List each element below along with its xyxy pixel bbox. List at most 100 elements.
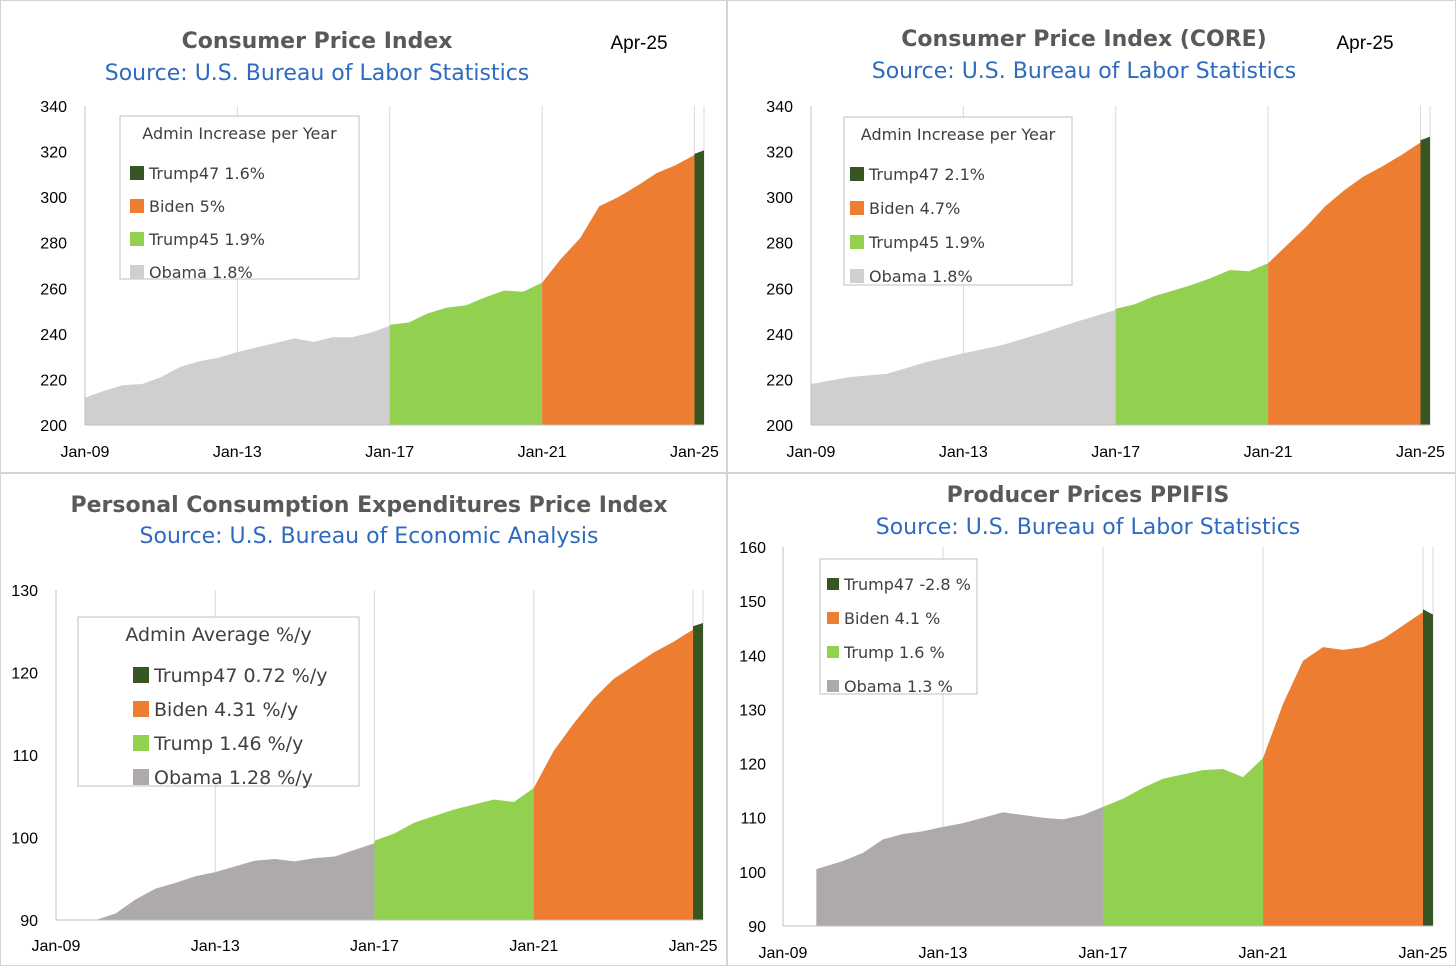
legend-swatch — [130, 199, 144, 213]
x-tick-label: Jan-13 — [919, 945, 968, 962]
y-tick-label: 150 — [739, 594, 766, 611]
x-tick-label: Jan-25 — [669, 938, 718, 955]
y-tick-label: 300 — [766, 190, 793, 207]
chart-subtitle: Source: U.S. Bureau of Economic Analysis — [140, 524, 599, 549]
date-label: Apr-25 — [1336, 33, 1393, 54]
y-tick-label: 110 — [740, 811, 766, 828]
legend-entry-label: Trump47 0.72 %/y — [153, 665, 328, 687]
chart-title: Personal Consumption Expenditures Price … — [70, 493, 667, 518]
y-tick-label: 110 — [12, 748, 38, 765]
y-tick-label: 340 — [766, 99, 793, 116]
legend-entry-label: Trump45 1.9% — [868, 233, 985, 252]
chart-title: Consumer Price Index — [182, 29, 453, 54]
chart-subtitle: Source: U.S. Bureau of Labor Statistics — [872, 59, 1297, 84]
y-tick-label: 320 — [40, 145, 67, 162]
legend-entry-label: Biden 4.31 %/y — [154, 699, 298, 721]
y-tick-label: 100 — [739, 865, 766, 882]
y-tick-label: 200 — [766, 418, 793, 435]
legend-swatch — [850, 167, 864, 181]
date-label: Apr-25 — [610, 33, 667, 54]
ppi-chart: 90 100 110 120 130 140 150 160 Jan-09 Jan-13 Jan-1… — [739, 483, 1448, 962]
legend-box — [819, 558, 978, 695]
core-cpi-chart: 200 220 240 260 280 300 320 340 Jan-09 Jan-13 Jan-… — [766, 27, 1445, 461]
area-obama — [816, 806, 1103, 926]
legend-box — [77, 616, 360, 787]
core-cpi-chart-panel: 200 220 240 260 280 300 320 340 Jan-09 Jan-13 Jan-… — [727, 0, 1456, 473]
area-trump47 — [693, 623, 703, 920]
legend-entry-label: Trump47 1.6% — [148, 164, 265, 183]
x-tick-label: Jan-25 — [1399, 945, 1448, 962]
cpi-chart: 200 220 240 260 280 300 320 340 Jan-09 Jan-13 Jan-… — [40, 29, 719, 461]
y-tick-label: 320 — [766, 145, 793, 162]
x-tick-label: Jan-25 — [1396, 444, 1445, 461]
area-trump — [1103, 758, 1263, 926]
legend-swatch — [850, 269, 864, 283]
legend-swatch — [130, 232, 144, 246]
y-tick-label: 200 — [40, 418, 67, 435]
y-tick-label: 240 — [766, 327, 793, 344]
y-tick-label: 240 — [40, 327, 67, 344]
y-tick-label: 340 — [40, 99, 67, 116]
area-biden — [542, 154, 695, 425]
y-tick-label: 280 — [766, 236, 793, 253]
x-tick-label: Jan-17 — [350, 938, 399, 955]
x-tick-label: Jan-13 — [191, 938, 240, 955]
legend-title: Admin Increase per Year — [861, 125, 1056, 144]
x-tick-label: Jan-09 — [32, 938, 81, 955]
legend-swatch — [827, 578, 839, 590]
x-tick-label: Jan-09 — [787, 444, 836, 461]
area-trump — [374, 788, 534, 920]
legend-entry-label: Obama 1.8% — [149, 263, 253, 282]
legend-title: Admin Average %/y — [125, 624, 311, 646]
y-tick-label: 90 — [748, 919, 766, 936]
area-obama — [811, 309, 1116, 425]
legend-swatch — [133, 735, 149, 751]
y-tick-label: 130 — [739, 702, 766, 719]
y-tick-label: 130 — [11, 583, 38, 600]
legend-entry-label: Biden 4.7% — [869, 199, 960, 218]
ppi-chart-panel: 90 100 110 120 130 140 150 160 Jan-09 Jan-13 Jan-1… — [727, 473, 1456, 966]
y-tick-label: 90 — [20, 913, 38, 930]
area-biden — [1263, 611, 1423, 926]
legend-entry-label: Obama 1.3 % — [844, 677, 953, 696]
y-tick-label: 220 — [40, 372, 67, 389]
chart-subtitle: Source: U.S. Bureau of Labor Statistics — [105, 61, 530, 86]
y-tick-label: 160 — [739, 540, 766, 557]
chart-title: Consumer Price Index (CORE) — [901, 27, 1266, 52]
x-tick-label: Jan-21 — [518, 444, 567, 461]
legend-entry-label: Trump 1.6 % — [843, 643, 945, 662]
legend-entry-label: Trump47 -2.8 % — [843, 575, 971, 594]
legend-entry-label: Obama 1.8% — [869, 267, 973, 286]
legend-title: Admin Increase per Year — [142, 124, 337, 143]
legend-swatch — [133, 667, 149, 683]
x-tick-label: Jan-21 — [1239, 945, 1288, 962]
legend-swatch — [827, 680, 839, 692]
legend-entry-label: Biden 4.1 % — [844, 609, 940, 628]
y-tick-label: 140 — [739, 648, 766, 665]
area-obama — [85, 325, 390, 425]
x-tick-label: Jan-17 — [1079, 945, 1128, 962]
x-tick-label: Jan-09 — [759, 945, 808, 962]
x-tick-label: Jan-09 — [61, 444, 110, 461]
legend-swatch — [133, 701, 149, 717]
chart-subtitle: Source: U.S. Bureau of Labor Statistics — [876, 515, 1301, 540]
y-tick-label: 260 — [766, 281, 793, 298]
y-tick-label: 280 — [40, 236, 67, 253]
area-trump45 — [1115, 263, 1269, 425]
x-tick-label: Jan-21 — [1244, 444, 1293, 461]
pce-chart: 90 100 110 120 130 Jan-09 Jan-13 Jan-17 Jan-21 Ja… — [11, 493, 718, 955]
legend-entry-label: Trump45 1.9% — [148, 230, 265, 249]
legend-swatch — [850, 235, 864, 249]
area-trump47 — [694, 150, 704, 426]
pce-chart-panel: 90 100 110 120 130 Jan-09 Jan-13 Jan-17 Jan-21 Ja… — [0, 473, 727, 966]
area-biden — [1268, 142, 1421, 425]
legend-entry-label: Trump47 2.1% — [868, 165, 985, 184]
x-tick-label: Jan-25 — [670, 444, 719, 461]
chart-title: Producer Prices PPIFIS — [947, 483, 1230, 508]
cpi-chart-panel: 200 220 240 260 280 300 320 340 Jan-09 Jan-13 Jan-… — [0, 0, 727, 473]
x-tick-label: Jan-21 — [509, 938, 558, 955]
legend-entry-label: Trump 1.46 %/y — [153, 733, 303, 755]
y-tick-label: 300 — [40, 190, 67, 207]
y-tick-label: 260 — [40, 281, 67, 298]
area-trump47 — [1420, 136, 1430, 425]
